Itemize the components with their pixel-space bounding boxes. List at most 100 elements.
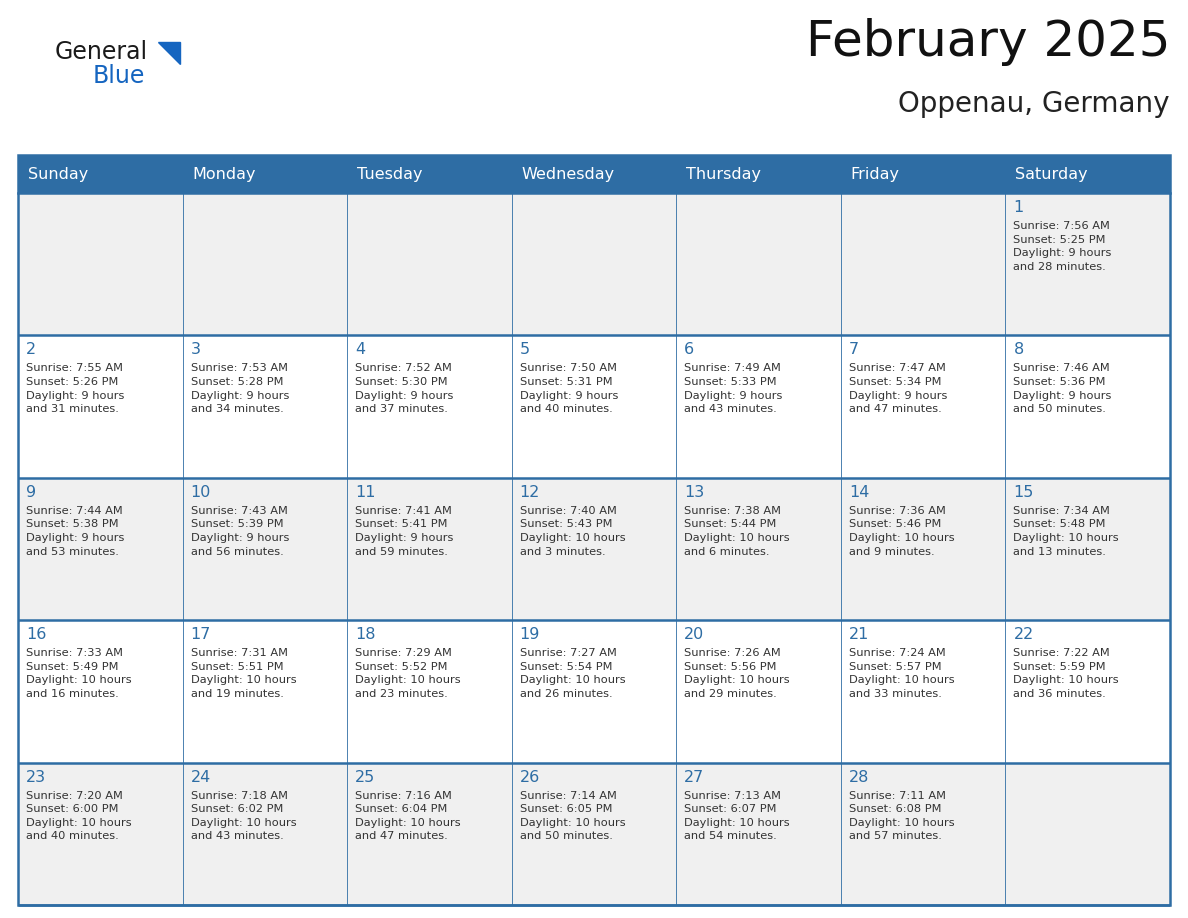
Bar — [1005, 335, 1170, 477]
Text: Sunrise: 7:56 AM
Sunset: 5:25 PM
Daylight: 9 hours
and 28 minutes.: Sunrise: 7:56 AM Sunset: 5:25 PM Dayligh… — [1013, 221, 1112, 272]
Bar — [512, 335, 676, 477]
Text: 7: 7 — [849, 342, 859, 357]
Bar — [347, 193, 512, 335]
Text: Sunrise: 7:52 AM
Sunset: 5:30 PM
Daylight: 9 hours
and 37 minutes.: Sunrise: 7:52 AM Sunset: 5:30 PM Dayligh… — [355, 364, 454, 414]
Text: Sunrise: 7:44 AM
Sunset: 5:38 PM
Daylight: 9 hours
and 53 minutes.: Sunrise: 7:44 AM Sunset: 5:38 PM Dayligh… — [26, 506, 125, 556]
Text: Sunrise: 7:49 AM
Sunset: 5:33 PM
Daylight: 9 hours
and 43 minutes.: Sunrise: 7:49 AM Sunset: 5:33 PM Dayligh… — [684, 364, 783, 414]
Bar — [347, 335, 512, 477]
Bar — [347, 155, 512, 193]
Bar — [841, 763, 1005, 905]
Text: Sunrise: 7:53 AM
Sunset: 5:28 PM
Daylight: 9 hours
and 34 minutes.: Sunrise: 7:53 AM Sunset: 5:28 PM Dayligh… — [190, 364, 289, 414]
Bar — [183, 477, 347, 621]
Bar — [841, 621, 1005, 763]
Text: 21: 21 — [849, 627, 870, 643]
Text: Sunrise: 7:31 AM
Sunset: 5:51 PM
Daylight: 10 hours
and 19 minutes.: Sunrise: 7:31 AM Sunset: 5:51 PM Dayligh… — [190, 648, 296, 699]
Text: Sunrise: 7:24 AM
Sunset: 5:57 PM
Daylight: 10 hours
and 33 minutes.: Sunrise: 7:24 AM Sunset: 5:57 PM Dayligh… — [849, 648, 954, 699]
Text: 26: 26 — [519, 769, 541, 785]
Text: Sunrise: 7:46 AM
Sunset: 5:36 PM
Daylight: 9 hours
and 50 minutes.: Sunrise: 7:46 AM Sunset: 5:36 PM Dayligh… — [1013, 364, 1112, 414]
Text: 28: 28 — [849, 769, 870, 785]
Text: 12: 12 — [519, 485, 541, 499]
Text: Oppenau, Germany: Oppenau, Germany — [898, 90, 1170, 118]
Bar — [347, 763, 512, 905]
Text: 6: 6 — [684, 342, 695, 357]
Text: Sunrise: 7:11 AM
Sunset: 6:08 PM
Daylight: 10 hours
and 57 minutes.: Sunrise: 7:11 AM Sunset: 6:08 PM Dayligh… — [849, 790, 954, 842]
Polygon shape — [158, 42, 181, 64]
Text: 17: 17 — [190, 627, 211, 643]
Bar — [183, 621, 347, 763]
Bar — [676, 155, 841, 193]
Bar — [841, 155, 1005, 193]
Bar — [676, 477, 841, 621]
Text: Sunrise: 7:34 AM
Sunset: 5:48 PM
Daylight: 10 hours
and 13 minutes.: Sunrise: 7:34 AM Sunset: 5:48 PM Dayligh… — [1013, 506, 1119, 556]
Text: 15: 15 — [1013, 485, 1034, 499]
Text: Sunrise: 7:50 AM
Sunset: 5:31 PM
Daylight: 9 hours
and 40 minutes.: Sunrise: 7:50 AM Sunset: 5:31 PM Dayligh… — [519, 364, 618, 414]
Text: Wednesday: Wednesday — [522, 166, 615, 182]
Bar — [183, 335, 347, 477]
Bar — [347, 477, 512, 621]
Text: Tuesday: Tuesday — [358, 166, 423, 182]
Text: 10: 10 — [190, 485, 211, 499]
Bar — [1005, 477, 1170, 621]
Text: 9: 9 — [26, 485, 36, 499]
Bar — [18, 621, 183, 763]
Bar — [676, 763, 841, 905]
Text: Sunrise: 7:38 AM
Sunset: 5:44 PM
Daylight: 10 hours
and 6 minutes.: Sunrise: 7:38 AM Sunset: 5:44 PM Dayligh… — [684, 506, 790, 556]
Text: 4: 4 — [355, 342, 365, 357]
Text: Sunrise: 7:40 AM
Sunset: 5:43 PM
Daylight: 10 hours
and 3 minutes.: Sunrise: 7:40 AM Sunset: 5:43 PM Dayligh… — [519, 506, 625, 556]
Text: Sunrise: 7:26 AM
Sunset: 5:56 PM
Daylight: 10 hours
and 29 minutes.: Sunrise: 7:26 AM Sunset: 5:56 PM Dayligh… — [684, 648, 790, 699]
Text: 3: 3 — [190, 342, 201, 357]
Bar — [18, 763, 183, 905]
Text: 22: 22 — [1013, 627, 1034, 643]
Text: Sunday: Sunday — [29, 166, 88, 182]
Bar — [512, 193, 676, 335]
Text: 18: 18 — [355, 627, 375, 643]
Text: 16: 16 — [26, 627, 46, 643]
Text: 2: 2 — [26, 342, 36, 357]
Text: 20: 20 — [684, 627, 704, 643]
Bar — [512, 621, 676, 763]
Text: 13: 13 — [684, 485, 704, 499]
Bar — [18, 193, 183, 335]
Bar — [183, 763, 347, 905]
Text: Sunrise: 7:36 AM
Sunset: 5:46 PM
Daylight: 10 hours
and 9 minutes.: Sunrise: 7:36 AM Sunset: 5:46 PM Dayligh… — [849, 506, 954, 556]
Bar — [1005, 193, 1170, 335]
Text: Sunrise: 7:13 AM
Sunset: 6:07 PM
Daylight: 10 hours
and 54 minutes.: Sunrise: 7:13 AM Sunset: 6:07 PM Dayligh… — [684, 790, 790, 842]
Bar — [347, 621, 512, 763]
Text: Sunrise: 7:14 AM
Sunset: 6:05 PM
Daylight: 10 hours
and 50 minutes.: Sunrise: 7:14 AM Sunset: 6:05 PM Dayligh… — [519, 790, 625, 842]
Text: Sunrise: 7:20 AM
Sunset: 6:00 PM
Daylight: 10 hours
and 40 minutes.: Sunrise: 7:20 AM Sunset: 6:00 PM Dayligh… — [26, 790, 132, 842]
Text: Blue: Blue — [93, 64, 145, 88]
Bar — [1005, 621, 1170, 763]
Text: Friday: Friday — [851, 166, 899, 182]
Text: Sunrise: 7:16 AM
Sunset: 6:04 PM
Daylight: 10 hours
and 47 minutes.: Sunrise: 7:16 AM Sunset: 6:04 PM Dayligh… — [355, 790, 461, 842]
Text: 27: 27 — [684, 769, 704, 785]
Bar — [18, 155, 183, 193]
Text: Sunrise: 7:27 AM
Sunset: 5:54 PM
Daylight: 10 hours
and 26 minutes.: Sunrise: 7:27 AM Sunset: 5:54 PM Dayligh… — [519, 648, 625, 699]
Bar — [18, 155, 1170, 905]
Text: Sunrise: 7:33 AM
Sunset: 5:49 PM
Daylight: 10 hours
and 16 minutes.: Sunrise: 7:33 AM Sunset: 5:49 PM Dayligh… — [26, 648, 132, 699]
Bar — [841, 335, 1005, 477]
Bar — [676, 621, 841, 763]
Text: 24: 24 — [190, 769, 210, 785]
Bar — [512, 155, 676, 193]
Text: Sunrise: 7:43 AM
Sunset: 5:39 PM
Daylight: 9 hours
and 56 minutes.: Sunrise: 7:43 AM Sunset: 5:39 PM Dayligh… — [190, 506, 289, 556]
Bar — [676, 335, 841, 477]
Text: Saturday: Saturday — [1016, 166, 1088, 182]
Text: 11: 11 — [355, 485, 375, 499]
Text: Thursday: Thursday — [687, 166, 762, 182]
Bar — [512, 477, 676, 621]
Bar — [183, 155, 347, 193]
Text: Sunrise: 7:41 AM
Sunset: 5:41 PM
Daylight: 9 hours
and 59 minutes.: Sunrise: 7:41 AM Sunset: 5:41 PM Dayligh… — [355, 506, 454, 556]
Text: 5: 5 — [519, 342, 530, 357]
Text: 19: 19 — [519, 627, 541, 643]
Bar — [841, 193, 1005, 335]
Text: 25: 25 — [355, 769, 375, 785]
Text: February 2025: February 2025 — [805, 18, 1170, 66]
Text: Sunrise: 7:22 AM
Sunset: 5:59 PM
Daylight: 10 hours
and 36 minutes.: Sunrise: 7:22 AM Sunset: 5:59 PM Dayligh… — [1013, 648, 1119, 699]
Bar — [18, 477, 183, 621]
Text: General: General — [55, 40, 148, 64]
Text: 1: 1 — [1013, 200, 1024, 215]
Bar — [183, 193, 347, 335]
Text: 23: 23 — [26, 769, 46, 785]
Text: Monday: Monday — [192, 166, 257, 182]
Text: Sunrise: 7:18 AM
Sunset: 6:02 PM
Daylight: 10 hours
and 43 minutes.: Sunrise: 7:18 AM Sunset: 6:02 PM Dayligh… — [190, 790, 296, 842]
